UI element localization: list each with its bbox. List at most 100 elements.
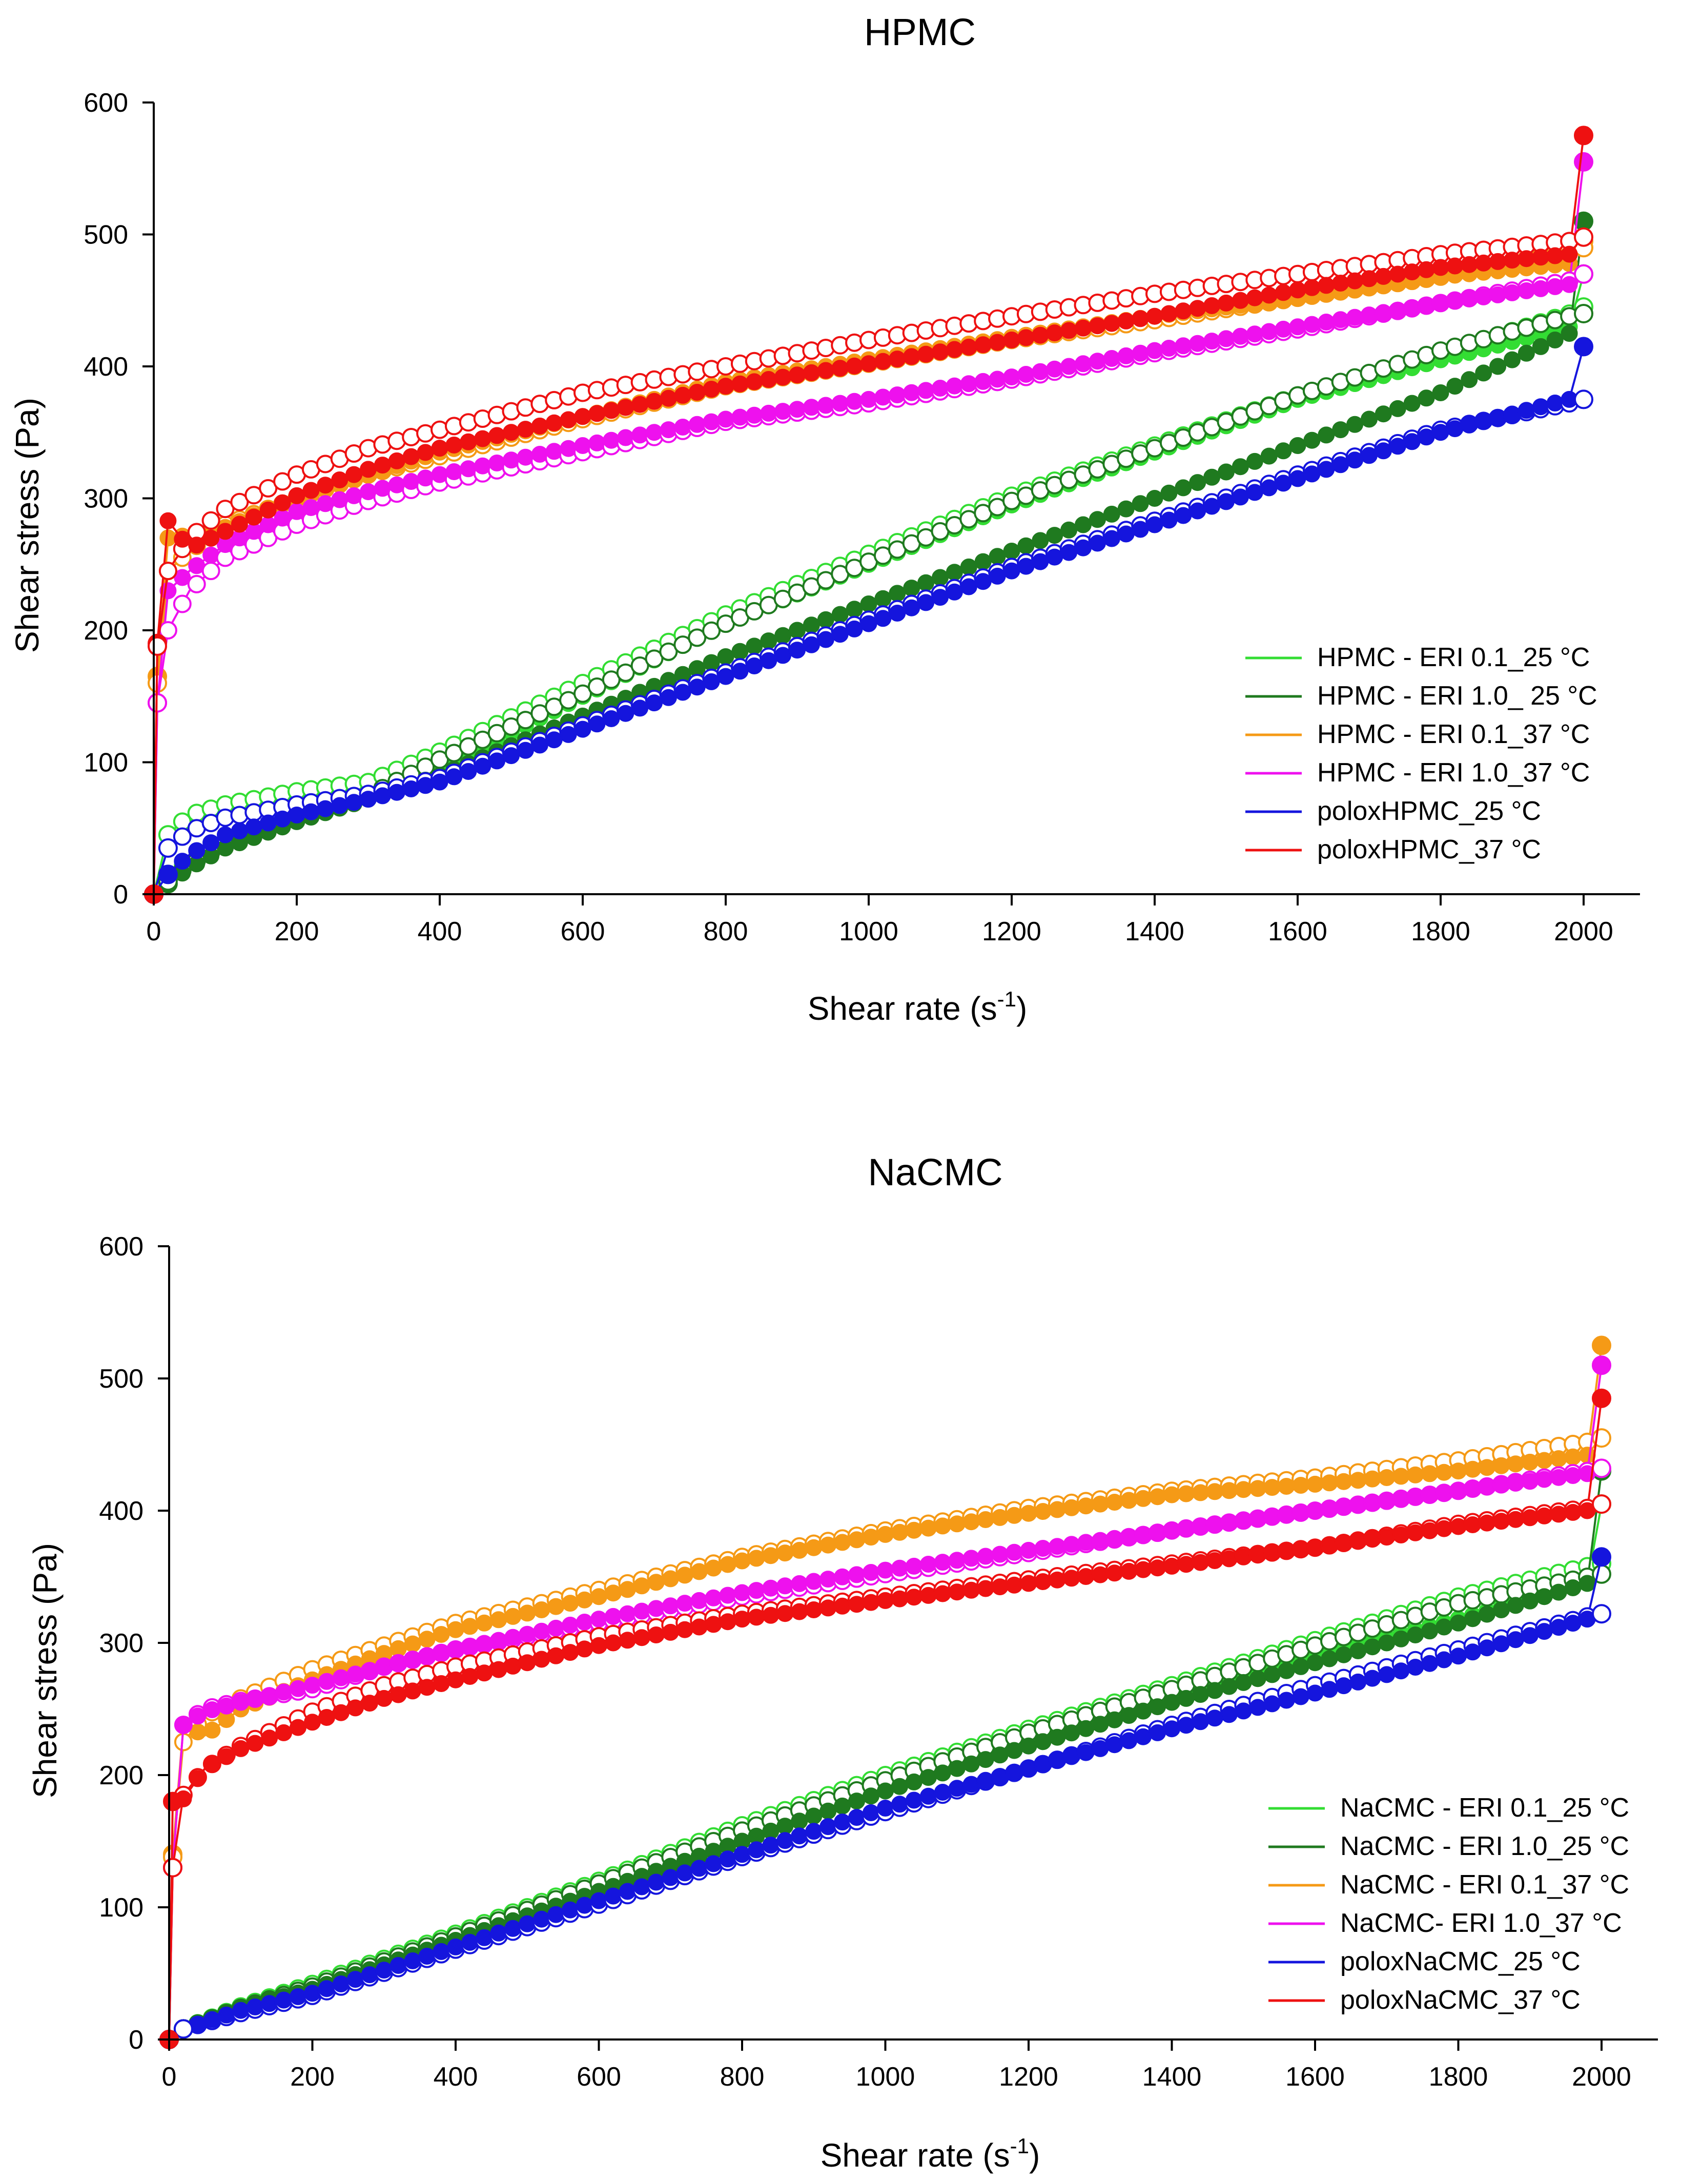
data-point-filled bbox=[1089, 534, 1106, 552]
data-point-filled bbox=[517, 421, 534, 438]
data-point-filled bbox=[1032, 326, 1049, 344]
data-point-filled bbox=[576, 1591, 593, 1609]
data-point-filled bbox=[1034, 1733, 1052, 1750]
data-point-filled bbox=[1592, 1547, 1611, 1567]
data-point-filled bbox=[1521, 1592, 1539, 1610]
data-point-filled bbox=[1292, 1658, 1309, 1675]
data-point-filled bbox=[1160, 484, 1178, 502]
data-point-filled bbox=[889, 605, 906, 622]
data-point-filled bbox=[517, 741, 534, 759]
data-point-filled bbox=[903, 580, 920, 597]
data-point-filled bbox=[760, 632, 777, 650]
data-point-filled bbox=[1335, 1535, 1352, 1552]
data-point-open bbox=[659, 642, 678, 661]
data-point-filled bbox=[889, 351, 906, 368]
data-point-filled bbox=[717, 648, 734, 665]
data-point-filled bbox=[817, 611, 834, 628]
data-point-filled bbox=[662, 1570, 679, 1588]
data-point-filled bbox=[261, 1729, 278, 1747]
data-point-filled bbox=[760, 652, 777, 669]
data-point-filled bbox=[1592, 1388, 1611, 1408]
data-point-filled bbox=[1532, 338, 1549, 355]
data-point-open bbox=[1592, 1604, 1611, 1624]
data-point-filled bbox=[1260, 447, 1278, 465]
data-point-filled bbox=[917, 345, 935, 363]
data-point-filled bbox=[989, 548, 1006, 565]
data-point-filled bbox=[1504, 351, 1521, 368]
data-point-filled bbox=[877, 1782, 894, 1800]
data-point-filled bbox=[1403, 263, 1421, 281]
data-point-filled bbox=[158, 864, 178, 884]
data-point-filled bbox=[1332, 421, 1349, 439]
data-point-filled bbox=[163, 1791, 182, 1811]
chart-title: NaCMC bbox=[868, 1151, 1002, 1193]
data-point-filled bbox=[789, 642, 806, 659]
data-point-filled bbox=[202, 529, 220, 547]
data-point-filled bbox=[1132, 495, 1149, 512]
data-point-filled bbox=[1103, 315, 1120, 332]
data-point-filled bbox=[1075, 319, 1092, 337]
data-point-open bbox=[201, 511, 220, 530]
data-point-filled bbox=[605, 1584, 622, 1602]
legend: NaCMC - ERI 0.1_25 °C NaCMC - ERI 1.0_25 … bbox=[1268, 1793, 1629, 2015]
data-point-filled bbox=[560, 726, 577, 743]
data-point-filled bbox=[1218, 294, 1235, 312]
data-point-filled bbox=[1335, 1473, 1352, 1490]
x-tick-label: 1800 bbox=[1411, 917, 1470, 946]
data-point-filled bbox=[946, 564, 963, 581]
data-point-filled bbox=[1149, 1724, 1166, 1741]
data-point-filled bbox=[1446, 257, 1464, 275]
data-point-filled bbox=[1349, 1472, 1367, 1489]
data-point-filled bbox=[817, 362, 834, 379]
data-point-filled bbox=[1146, 490, 1163, 507]
data-point-open bbox=[163, 1858, 182, 1878]
data-point-open bbox=[645, 649, 664, 668]
data-point-filled bbox=[1263, 1666, 1281, 1683]
data-point-filled bbox=[1232, 488, 1249, 506]
data-point-filled bbox=[617, 399, 634, 416]
x-axis-title-sup: -1 bbox=[1010, 2134, 1029, 2158]
data-point-filled bbox=[674, 386, 691, 404]
data-point-filled bbox=[690, 1563, 708, 1580]
data-point-filled bbox=[1220, 1706, 1238, 1723]
data-point-filled bbox=[932, 589, 949, 606]
data-point-filled bbox=[717, 378, 734, 395]
data-point-filled bbox=[760, 371, 777, 388]
data-point-filled bbox=[1103, 530, 1120, 547]
legend-label: poloxHPMC_37 °C bbox=[1317, 835, 1541, 864]
data-point-filled bbox=[232, 1740, 250, 1757]
x-axis-title-sup: -1 bbox=[997, 987, 1016, 1011]
data-point-open bbox=[1592, 1458, 1611, 1478]
data-point-filled bbox=[1318, 277, 1335, 294]
data-point-filled bbox=[1218, 493, 1235, 510]
data-point-filled bbox=[433, 1675, 450, 1692]
data-point-filled bbox=[302, 803, 320, 820]
data-point-filled bbox=[288, 503, 305, 520]
data-point-filled bbox=[545, 414, 563, 431]
data-point-filled bbox=[203, 1721, 221, 1739]
data-point-filled bbox=[488, 752, 506, 770]
data-point-filled bbox=[674, 684, 691, 701]
data-point-filled bbox=[1177, 1717, 1195, 1734]
data-point-filled bbox=[231, 822, 248, 839]
data-point-filled bbox=[431, 440, 448, 457]
data-point-filled bbox=[1306, 1475, 1324, 1493]
data-point-filled bbox=[1532, 249, 1549, 266]
data-point-filled bbox=[547, 1598, 565, 1615]
data-point-open bbox=[673, 635, 692, 654]
data-point-filled bbox=[831, 626, 849, 643]
data-point-filled bbox=[1392, 1630, 1410, 1647]
data-point-filled bbox=[974, 573, 992, 590]
data-point-filled bbox=[218, 1748, 235, 1765]
data-point-filled bbox=[860, 355, 877, 373]
data-point-filled bbox=[1461, 371, 1478, 388]
plot-area bbox=[159, 1335, 1611, 2049]
data-point-filled bbox=[231, 516, 248, 533]
data-point-filled bbox=[1389, 265, 1406, 283]
data-point-filled bbox=[274, 494, 291, 511]
data-point-filled bbox=[631, 396, 649, 413]
data-point-filled bbox=[774, 368, 792, 386]
data-point-filled bbox=[1275, 475, 1292, 492]
data-point-filled bbox=[1464, 1480, 1481, 1498]
x-tick-label: 1800 bbox=[1429, 2062, 1488, 2092]
